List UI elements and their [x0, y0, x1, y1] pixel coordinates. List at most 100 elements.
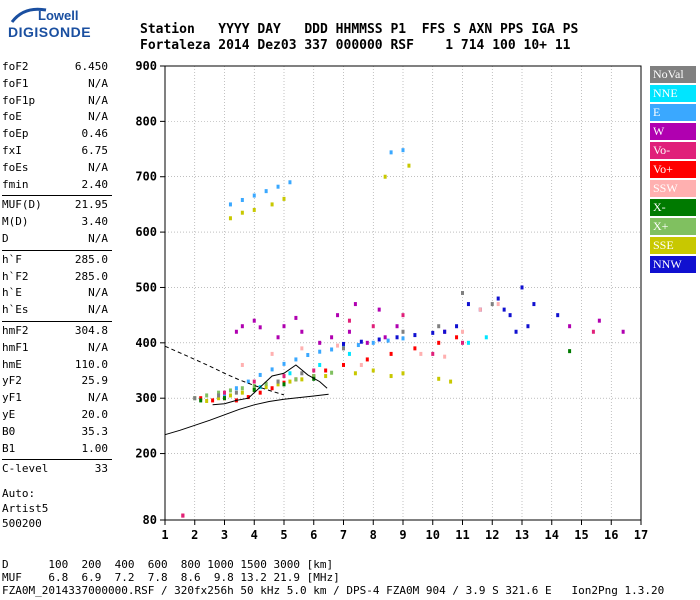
- logo-line2: DIGISONDE: [8, 24, 92, 40]
- param-value: 0.46: [81, 127, 109, 141]
- echo-point-nnw: [395, 335, 399, 340]
- footer-info: D 100 200 400 600 800 1000 1500 3000 [km…: [2, 558, 664, 597]
- echo-point-ssw: [443, 354, 447, 359]
- echo-point-ssw: [478, 307, 482, 312]
- param-label: B1: [2, 441, 16, 455]
- echo-point-ssw: [336, 343, 340, 348]
- echo-point-noval: [234, 390, 238, 395]
- echo-point-ssw: [461, 329, 464, 334]
- param-row: B0 35.3: [2, 425, 110, 439]
- x-tick-label: 3: [221, 528, 228, 542]
- param-separator: [2, 195, 112, 197]
- echo-point-e: [276, 184, 280, 189]
- echo-point-vo-: [347, 318, 351, 323]
- param-row: B1 1.00: [2, 442, 110, 456]
- echo-point-x-: [264, 381, 268, 386]
- echo-point-x-: [294, 377, 298, 382]
- y-tick-label: 500: [135, 280, 157, 294]
- echo-point-x-: [252, 387, 256, 392]
- footer-distance-row: D 100 200 400 600 800 1000 1500 3000 [km…: [2, 558, 334, 571]
- param-label: foEs: [2, 160, 29, 174]
- echo-point-nnw: [556, 313, 560, 318]
- echo-point-sse: [401, 371, 405, 376]
- echo-point-nnw: [466, 302, 470, 307]
- param-row: yF2 25.9: [2, 374, 110, 388]
- echo-point-noval: [217, 393, 221, 398]
- legend-item-vo-: Vo-: [650, 142, 696, 159]
- echo-point-w: [568, 324, 572, 329]
- param-label: B0: [2, 424, 16, 438]
- header-values: Fortaleza 2014 Dez03 337 000000 RSF 1 71…: [140, 38, 571, 53]
- param-row: foEs N/A: [2, 161, 110, 175]
- param-row: foEp 0.46: [2, 127, 110, 141]
- echo-point-sse: [240, 390, 244, 395]
- echo-point-w: [240, 324, 244, 329]
- param-label: M(D): [2, 215, 29, 229]
- footer-muf-row: MUF 6.8 6.9 7.2 7.8 8.6 9.8 13.2 21.9 [M…: [2, 571, 340, 584]
- param-value: 33: [94, 462, 108, 476]
- echo-point-noval: [342, 346, 345, 351]
- echo-point-nne: [288, 371, 292, 376]
- profile-curve: [212, 364, 328, 406]
- profile-curve: [164, 393, 329, 436]
- echo-point-w: [294, 315, 298, 320]
- echo-point-e: [306, 353, 310, 358]
- param-value: 285.0: [74, 252, 108, 266]
- echo-point-vo-: [401, 313, 405, 318]
- echo-point-x-: [205, 393, 209, 398]
- echo-point-w: [347, 329, 351, 334]
- echo-point-w: [282, 324, 286, 329]
- echo-point-x-: [199, 398, 203, 403]
- param-row: yF1 N/A: [2, 391, 110, 405]
- echo-point-x-: [223, 396, 226, 401]
- param-row: foF1 N/A: [2, 77, 110, 91]
- echo-point-sse: [324, 374, 328, 379]
- polarization-legend: NoVal NNE E W Vo- Vo+ SSW X- X+ SSE NNW: [650, 66, 696, 275]
- plot-frame: [164, 65, 642, 521]
- echo-point-e: [294, 357, 298, 362]
- y-tick-label: 80: [143, 513, 157, 527]
- echo-point-e: [258, 372, 262, 377]
- echo-point-nnw: [455, 324, 459, 329]
- echo-point-w: [597, 318, 601, 323]
- echo-point-e: [386, 338, 390, 343]
- echo-point-sse: [449, 379, 453, 384]
- echo-point-e: [371, 340, 375, 345]
- echo-point-vo-: [371, 324, 375, 329]
- echo-point-e: [318, 349, 322, 354]
- echo-point-x-: [252, 384, 256, 389]
- param-row: fmin 2.40: [2, 178, 110, 192]
- echo-point-nnw: [496, 296, 500, 301]
- digisonde-logo: Lowell DIGISONDE: [0, 0, 120, 50]
- param-label: hmF1: [2, 340, 29, 354]
- echo-point-w: [258, 325, 262, 330]
- echo-point-sse: [300, 377, 304, 382]
- echo-point-vo-: [199, 396, 203, 401]
- echo-point-e: [389, 150, 393, 155]
- x-tick-label: 5: [280, 528, 287, 542]
- echo-point-e: [240, 197, 244, 202]
- echo-point-e: [356, 343, 360, 348]
- echo-point-w: [300, 329, 304, 334]
- param-separator: [2, 249, 112, 251]
- echo-point-sse: [217, 396, 221, 401]
- param-value: 2.40: [81, 177, 109, 191]
- echo-point-vo-: [365, 357, 369, 362]
- legend-item-ssw: SSW: [650, 180, 696, 197]
- param-label: h`E: [2, 286, 22, 300]
- param-label: foEp: [2, 127, 29, 141]
- echo-point-sse: [282, 196, 286, 201]
- echo-point-w: [330, 335, 334, 340]
- echo-point-noval: [490, 302, 494, 307]
- echo-point-x-: [240, 386, 244, 391]
- param-row: hmE 110.0: [2, 358, 110, 372]
- echo-point-w: [621, 329, 625, 334]
- param-row: C-level 33: [2, 462, 110, 476]
- param-value: 3.40: [81, 215, 109, 229]
- param-row: h`E N/A: [2, 286, 110, 300]
- echo-point-sse: [270, 202, 274, 207]
- x-tick-label: 4: [251, 528, 258, 542]
- echo-point-nnw: [520, 285, 524, 290]
- param-label: MUF(D): [2, 198, 42, 212]
